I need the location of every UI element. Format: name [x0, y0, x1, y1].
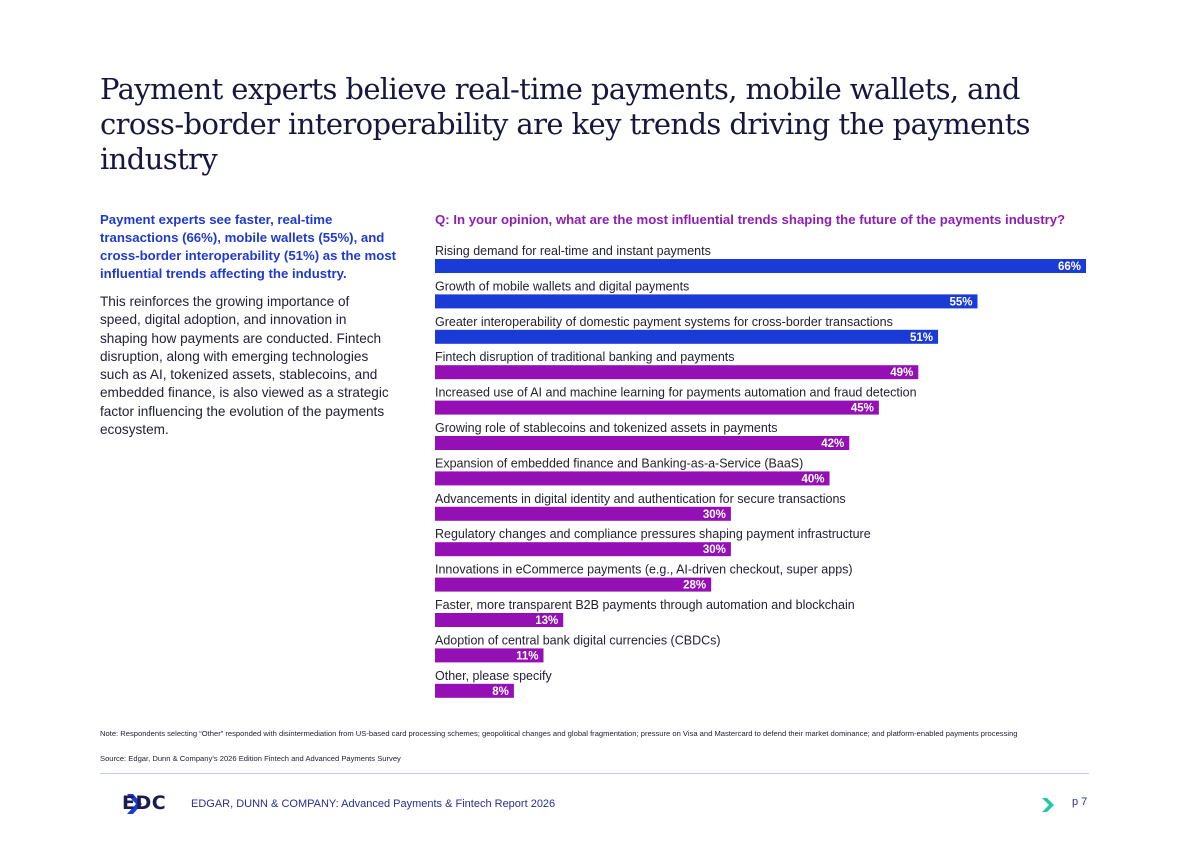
footer-report-title: EDGAR, DUNN & COMPANY: Advanced Payments… — [191, 798, 556, 810]
page-title: Payment experts believe real-time paymen… — [100, 72, 1031, 176]
source-note: Source: Edgar, Dunn & Company’s 2026 Edi… — [100, 754, 401, 763]
bar-value-label: 11% — [516, 650, 538, 662]
bar — [435, 259, 1086, 273]
bar — [435, 613, 564, 627]
bar-value-label: 30% — [703, 544, 726, 556]
bar — [435, 329, 939, 344]
bar-value-label: 8% — [492, 686, 509, 698]
bar — [435, 683, 514, 698]
bar — [435, 577, 712, 592]
page-number: p 7 — [1072, 796, 1088, 808]
bar-category-label: Rising demand for real-time and instant … — [435, 244, 711, 258]
bar-category-label: Innovations in eCommerce payments (e.g.,… — [435, 563, 853, 577]
bar — [435, 506, 731, 521]
chart-question: Q: In your opinion, what are the most in… — [435, 212, 1066, 227]
edc-logo-icon — [127, 794, 142, 814]
bar — [435, 436, 850, 450]
bar — [435, 648, 544, 663]
chevron-right-icon — [1042, 798, 1054, 812]
bar-value-label: 42% — [821, 438, 844, 450]
bar — [435, 471, 830, 486]
footer-divider — [100, 773, 1089, 774]
bar-category-label: Growing role of stablecoins and tokenize… — [435, 421, 778, 435]
bar-category-label: Adoption of central bank digital currenc… — [435, 633, 721, 647]
bar-category-label: Expansion of embedded finance and Bankin… — [435, 456, 803, 470]
footnote: Note: Respondents selecting “Other” resp… — [100, 729, 1018, 738]
bar-category-label: Faster, more transparent B2B payments th… — [435, 598, 855, 612]
bar-category-label: Fintech disruption of traditional bankin… — [435, 350, 735, 364]
body-paragraph: This reinforces the growing importance o… — [100, 294, 389, 438]
bar-category-label: Growth of mobile wallets and digital pay… — [435, 279, 689, 293]
bar-category-label: Other, please specify — [435, 669, 552, 683]
bar-value-label: 66% — [1058, 261, 1081, 273]
bar-value-label: 45% — [851, 403, 874, 415]
bar-category-label: Greater interoperability of domestic pay… — [435, 315, 893, 329]
bar-value-label: 55% — [949, 296, 972, 308]
bar-value-label: 40% — [802, 473, 825, 485]
edc-logo-text: EDC — [122, 792, 167, 814]
bar — [435, 294, 978, 309]
bar — [435, 365, 919, 380]
bar-category-label: Advancements in digital identity and aut… — [435, 492, 846, 506]
bar — [435, 400, 879, 415]
bar-value-label: 28% — [683, 580, 706, 592]
bar-category-label: Increased use of AI and machine learning… — [435, 386, 917, 400]
key-finding-text: Payment experts see faster, real-time tr… — [100, 212, 397, 281]
bar-value-label: 51% — [910, 332, 933, 344]
bar-value-label: 30% — [703, 509, 726, 521]
bar — [435, 542, 731, 557]
bar-category-label: Regulatory changes and compliance pressu… — [435, 527, 871, 541]
bar-value-label: 49% — [890, 367, 913, 379]
bar-value-label: 13% — [535, 615, 558, 627]
